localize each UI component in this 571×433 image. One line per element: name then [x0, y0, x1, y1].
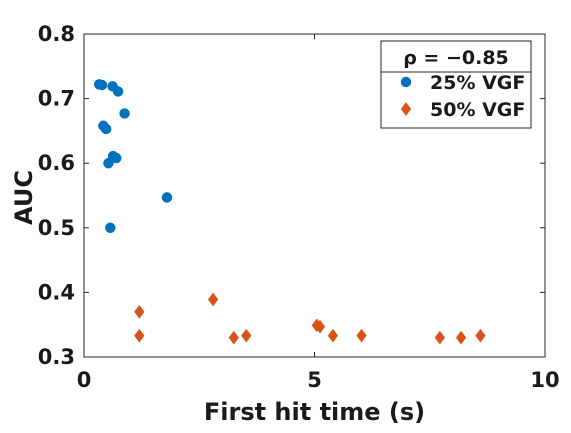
x-tick-label: 5 [307, 368, 322, 392]
legend-entry-label: 50% VGF [430, 99, 525, 121]
data-point-50-vgf [455, 330, 467, 345]
data-point-50-vgf [134, 328, 145, 343]
legend: ρ = −0.85 25% VGF 50% VGF [380, 40, 532, 129]
y-tick-label: 0.7 [38, 87, 75, 111]
data-point-50-vgf [434, 330, 446, 345]
y-tick-label: 0.8 [38, 22, 75, 46]
data-point-50-vgf [475, 328, 486, 343]
data-point-25-vgf [111, 152, 122, 164]
axis-ticks: 0 5 10 0.3 0.4 0.5 0.6 0.7 0.8 [38, 22, 560, 392]
y-tick-label: 0.3 [38, 345, 75, 369]
data-point-25-vgf [119, 108, 130, 119]
data-point-25-vgf [96, 79, 108, 91]
data-point-25-vgf [100, 123, 112, 135]
y-tick-label: 0.6 [38, 151, 75, 175]
legend-header: ρ = −0.85 [403, 47, 509, 69]
data-point-25-vgf [105, 222, 116, 234]
legend-entry-label: 25% VGF [430, 72, 525, 94]
data-point-50-vgf [327, 328, 339, 343]
data-points [93, 79, 486, 345]
data-point-50-vgf [314, 319, 326, 334]
data-point-25-vgf [103, 157, 114, 169]
data-point-50-vgf [228, 330, 239, 345]
x-axis-label: First hit time (s) [204, 398, 425, 426]
data-point-25-vgf [112, 86, 124, 97]
y-tick-label: 0.5 [38, 216, 75, 240]
y-axis-label: AUC [10, 170, 38, 225]
data-point-50-vgf [207, 292, 219, 307]
data-point-50-vgf [134, 304, 145, 319]
legend-entries: 25% VGF 50% VGF [400, 72, 525, 121]
legend-marker-25-vgf [400, 76, 412, 88]
y-tick-label: 0.4 [38, 280, 75, 304]
legend-marker-50-vgf [400, 102, 412, 116]
data-point-50-vgf [356, 328, 367, 343]
data-point-50-vgf [241, 328, 252, 343]
x-tick-label: 10 [530, 368, 559, 392]
data-point-25-vgf [161, 192, 173, 203]
x-tick-label: 0 [77, 368, 92, 392]
